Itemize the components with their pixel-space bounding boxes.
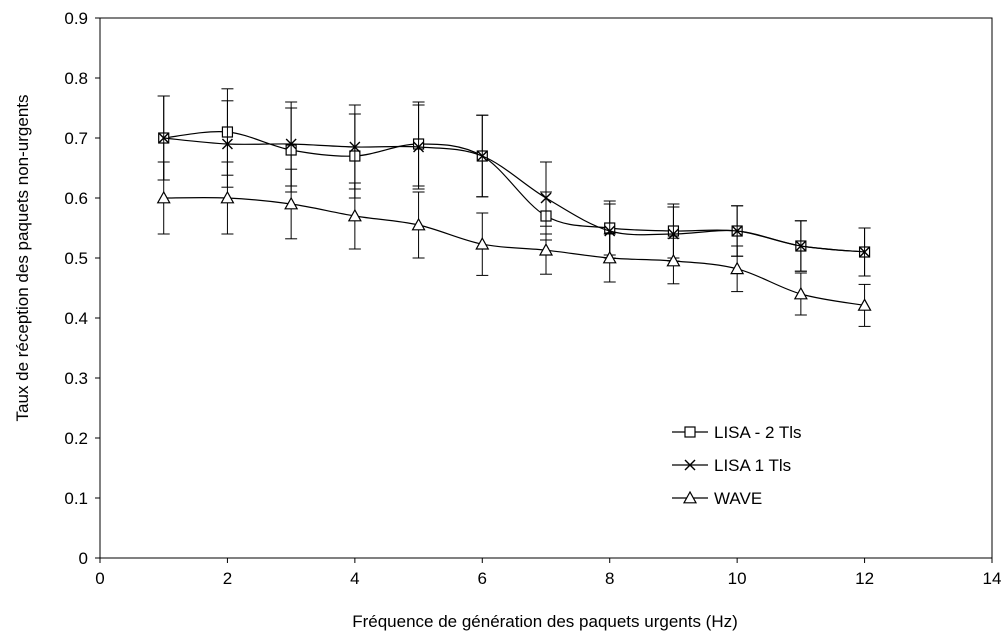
- y-tick-label: 0: [79, 549, 88, 568]
- x-tick-label: 14: [983, 569, 1002, 588]
- x-tick-label: 6: [478, 569, 487, 588]
- y-tick-label: 0.5: [64, 249, 88, 268]
- x-tick-label: 4: [350, 569, 359, 588]
- x-tick-label: 2: [223, 569, 232, 588]
- legend-label: LISA 1 Tls: [714, 456, 791, 475]
- legend-item: LISA 1 Tls: [672, 456, 791, 475]
- data-point-square: [685, 427, 695, 437]
- legend-item: LISA - 2 Tls: [672, 423, 802, 442]
- y-tick-label: 0.6: [64, 189, 88, 208]
- legend-item: WAVE: [672, 489, 762, 508]
- y-tick-label: 0.3: [64, 369, 88, 388]
- series-line: [164, 132, 865, 252]
- y-tick-label: 0.7: [64, 129, 88, 148]
- y-tick-label: 0.9: [64, 9, 88, 28]
- x-tick-label: 0: [95, 569, 104, 588]
- y-tick-label: 0.8: [64, 69, 88, 88]
- plot-area: [100, 18, 992, 558]
- legend-label: LISA - 2 Tls: [714, 423, 802, 442]
- y-tick-label: 0.2: [64, 429, 88, 448]
- y-tick-label: 0.1: [64, 489, 88, 508]
- legend: LISA - 2 Tls LISA 1 Tls WAVE: [672, 423, 802, 508]
- y-axis-label: Taux de réception des paquets non-urgent…: [13, 94, 32, 421]
- data-point-triangle: [795, 288, 807, 299]
- y-tick-label: 0.4: [64, 309, 88, 328]
- x-axis-label: Fréquence de génération des paquets urge…: [352, 612, 738, 631]
- series-line: [164, 198, 865, 306]
- x-tick-label: 10: [728, 569, 747, 588]
- x-tick-label: 8: [605, 569, 614, 588]
- legend-label: WAVE: [714, 489, 762, 508]
- x-tick-label: 12: [855, 569, 874, 588]
- series-line: [164, 138, 865, 252]
